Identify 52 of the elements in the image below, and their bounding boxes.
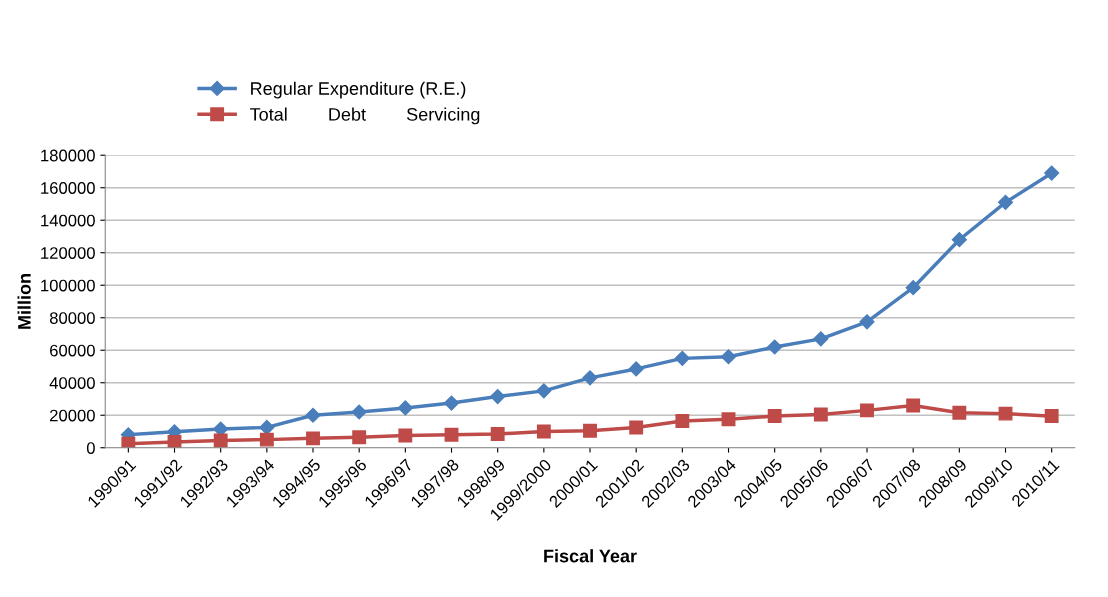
y-tick-label: 60000	[50, 344, 95, 357]
point	[952, 405, 967, 420]
point	[629, 420, 644, 435]
point	[443, 395, 460, 411]
legend-label: Total Debt Servicing	[250, 107, 480, 125]
legend-label: Regular Expenditure (R.E.)	[251, 81, 466, 99]
point	[813, 331, 829, 347]
point	[397, 400, 413, 416]
point	[582, 370, 598, 386]
point	[306, 431, 320, 446]
point	[213, 433, 228, 448]
point	[906, 398, 921, 413]
point	[305, 407, 321, 423]
point	[628, 361, 644, 377]
point	[859, 314, 875, 330]
point	[398, 428, 413, 443]
point	[860, 403, 874, 418]
point	[490, 388, 506, 405]
point	[767, 339, 783, 355]
y-axis-title: Million	[17, 274, 31, 329]
point	[674, 350, 690, 366]
point	[490, 426, 505, 441]
y-tick-label: 0	[86, 442, 95, 454]
x-axis-title: Fiscal Year	[544, 549, 637, 563]
y-tick-label: 80000	[49, 312, 95, 324]
point	[813, 407, 828, 422]
point	[905, 280, 921, 296]
y-tick-label: 140000	[41, 214, 95, 227]
point	[1044, 409, 1059, 424]
y-tick-label: 20000	[50, 409, 95, 422]
point	[721, 412, 736, 427]
point	[536, 424, 551, 439]
point	[352, 430, 367, 445]
point	[583, 423, 597, 438]
y-tick-label: 40000	[49, 377, 95, 389]
point	[121, 436, 136, 448]
y-tick-label: 180000	[41, 149, 95, 162]
point	[259, 432, 274, 447]
point	[675, 413, 690, 428]
point	[167, 435, 182, 448]
y-tick-label: 120000	[41, 247, 95, 259]
point	[1044, 165, 1060, 181]
y-tick-label: 160000	[41, 182, 95, 194]
point	[720, 349, 737, 365]
point	[998, 406, 1013, 421]
point	[351, 404, 367, 420]
point	[536, 383, 552, 399]
point	[767, 409, 782, 424]
point	[951, 232, 967, 248]
point	[997, 194, 1014, 210]
point	[444, 427, 459, 442]
y-tick-label: 100000	[41, 279, 95, 292]
